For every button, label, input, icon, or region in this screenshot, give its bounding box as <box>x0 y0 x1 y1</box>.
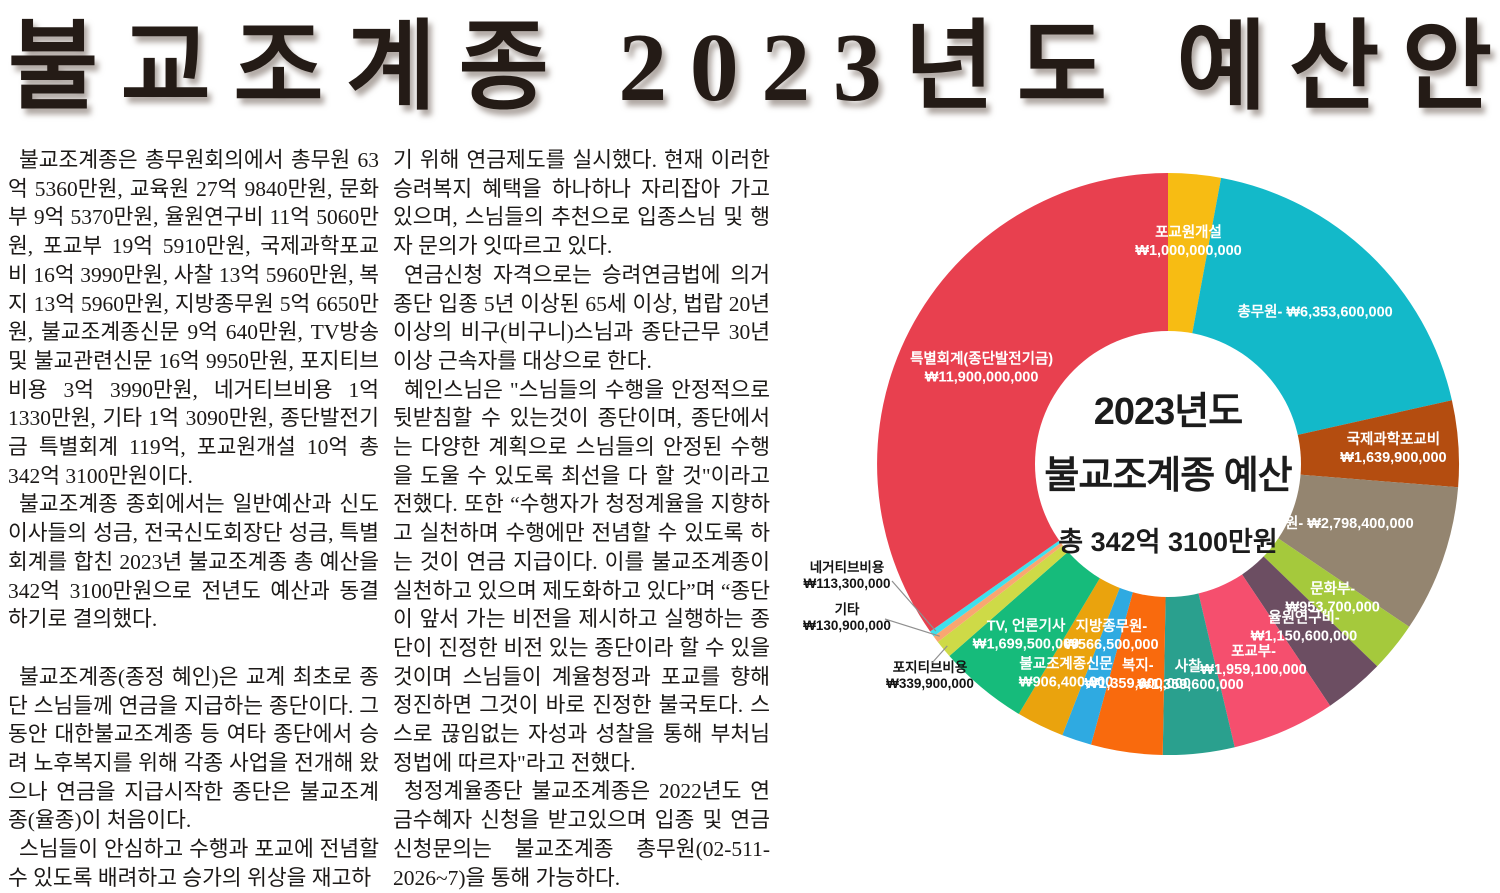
headline-char: 3 <box>832 14 882 122</box>
segment-label-name-9: 지방종무원- <box>1076 617 1148 635</box>
segment-label-name-7: 사찰- <box>1175 658 1207 675</box>
callout-leader-line-13 <box>884 618 940 637</box>
headline-char: 2 <box>761 14 811 122</box>
headline-char: 계 <box>345 14 437 122</box>
headline-char <box>1130 19 1155 117</box>
article-paragraph: 연금신청 자격으로는 승려연금법에 의거 종단 입종 5년 이상된 65세 이상… <box>393 262 770 373</box>
segment-label-value-4: ₩953,700,000 <box>1286 600 1380 616</box>
chart-center-title: 불교조계종 예산 <box>1044 455 1292 497</box>
segment-label-value-8: ₩1,359,600,000 <box>1085 676 1191 692</box>
article-column-1: 불교조계종은 총무원회의에서 총무원 63억 5360만원, 교육원 27억 9… <box>8 146 379 893</box>
segment-label-name-0: 포교원개설 <box>1155 224 1222 241</box>
callout-label-value-13: ₩130,900,000 <box>803 618 891 633</box>
segment-label-name-10: 불교조계종신문 <box>1019 655 1112 672</box>
headline-char: 도 <box>1016 14 1108 122</box>
headline-char: 2 <box>618 14 668 122</box>
segment-label-name-8: 복지- <box>1122 657 1154 674</box>
headline-char <box>571 19 596 117</box>
budget-donut-chart: 포교원개설 ₩1,000,000,000 총무원- ₩6,353,600,000 국제… <box>780 140 1500 767</box>
article-paragraph: 기 위해 연금제도를 실시했다. 현재 이러한 승려복지 혜택을 하나하나 자리… <box>393 148 770 259</box>
article-paragraph: 혜인스님은 "스님들의 수행을 안정적으로 뒷받침할 수 있는것이 종단이며, … <box>393 377 770 775</box>
segment-label-value-11: ₩1,699,500,000 <box>973 637 1079 653</box>
segment-label-value-7: ₩1,359,600,000 <box>1137 677 1243 693</box>
chart-center-year: 2023년도 <box>1093 391 1243 433</box>
segment-label-name-2: 국제과학포교비 <box>1347 431 1440 448</box>
callout-leader-line-14 <box>891 580 937 632</box>
headline-char: 안 <box>1401 14 1492 122</box>
segment-label-name-6: 포교부- <box>1231 643 1276 660</box>
segment-label-value-15: ₩11,900,000,000 <box>925 369 1039 385</box>
segment-label-3: 교육원- ₩2,798,400,000 <box>1258 515 1413 532</box>
chart-center-text: 2023년도 불교조계종 예산 총 342억 3100만원 <box>968 380 1368 559</box>
article-paragraph: 불교조계종은 총무원회의에서 총무원 63억 5360만원, 교육원 27억 9… <box>8 148 379 488</box>
segment-label-name-5: 율원연구비- <box>1268 610 1340 627</box>
donut-chart-svg: 포교원개설 ₩1,000,000,000 총무원- ₩6,353,600,000 국제… <box>803 173 1460 756</box>
callout-label-name-13: 기타 <box>835 602 860 617</box>
callout-leader-line-12 <box>931 645 948 664</box>
segment-label-value-5: ₩1,150,600,000 <box>1251 629 1357 645</box>
segment-label-1: 총무원- ₩6,353,600,000 <box>1237 303 1392 320</box>
article-paragraph: 청정계율종단 불교조계종은 2022년도 연금수혜자 신청을 받고있으며 입종 … <box>393 779 770 890</box>
article-paragraph: 스님들이 안심하고 수행과 포교에 전념할 수 있도록 배려하고 승가의 위상을… <box>8 837 379 890</box>
headline-char: 종 <box>458 14 549 122</box>
segment-label-value-9: ₩566,500,000 <box>1064 637 1158 653</box>
headline-char: 조 <box>233 14 324 122</box>
article-paragraph: 불교조계종 종회에서는 일반예산과 신도이사들의 성금, 전국신도회장단 성금,… <box>8 492 379 632</box>
segment-label-value-0: ₩1,000,000,000 <box>1135 243 1241 259</box>
headline-char: 0 <box>689 14 739 122</box>
segment-label-name-15: 특별회계(종단발전기금) <box>910 349 1053 367</box>
segment-label-value-10: ₩906,400,000 <box>1019 674 1113 690</box>
callout-label-name-12: 포지티브비용 <box>893 660 968 675</box>
article-paragraph: 불교조계종(종정 혜인)은 교계 최초로 종단 스님들께 연금을 지급하는 종단… <box>8 664 379 833</box>
segment-label-value-6: ₩1,959,100,000 <box>1200 662 1306 678</box>
headline-char: 예 <box>1176 14 1267 122</box>
headline-char: 산 <box>1289 14 1380 122</box>
segment-label-name-11: TV, 언론기사 <box>987 617 1066 635</box>
callout-label-name-14: 네거티브비용 <box>810 560 885 575</box>
headline-char: 불 <box>8 14 99 122</box>
chart-center-total: 총 342억 3100만원 <box>1058 527 1278 557</box>
article-column-2: 기 위해 연금제도를 실시했다. 현재 이러한 승려복지 혜택을 하나하나 자리… <box>393 146 770 892</box>
callout-label-value-12: ₩339,900,000 <box>886 676 974 691</box>
donut-segment-15 <box>877 173 1168 632</box>
headline-char: 년 <box>904 14 995 122</box>
callout-label-value-14: ₩113,300,000 <box>803 576 890 591</box>
segment-label-value-2: ₩1,639,900,000 <box>1340 450 1446 466</box>
headline-char: 교 <box>120 14 211 122</box>
donut-hole <box>1035 331 1301 597</box>
segment-label-name-4: 문화부- <box>1310 581 1355 598</box>
